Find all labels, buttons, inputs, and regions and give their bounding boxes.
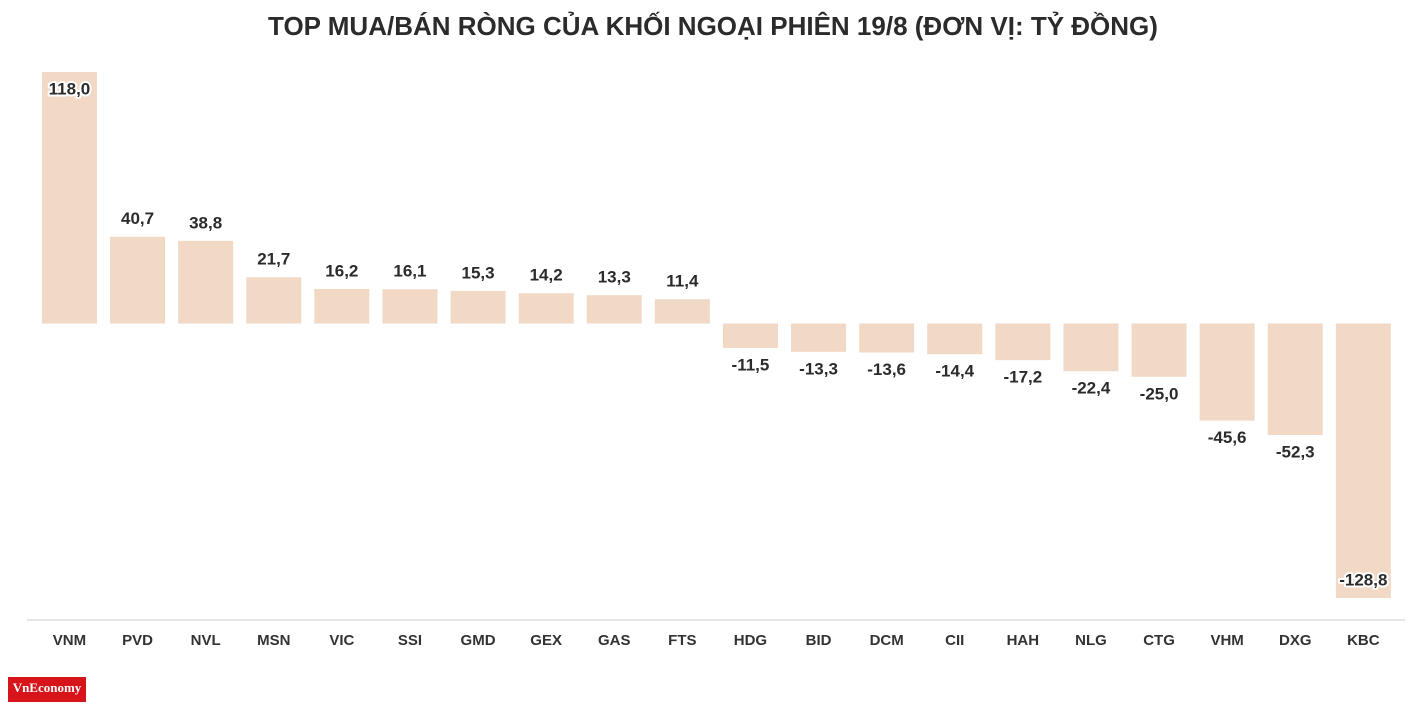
x-tick-label: NLG [1075,632,1107,649]
value-label: -52,3 [1276,442,1315,461]
value-label: -17,2 [1003,368,1042,387]
value-label: 15,3 [462,263,495,282]
chart-title: TOP MUA/BÁN RÒNG CỦA KHỐI NGOẠI PHIÊN 19… [268,10,1158,41]
value-label: -128,8 [1339,570,1387,589]
logo: VnEconomy [13,680,82,695]
value-label: 16,1 [393,262,426,281]
bar [1063,323,1119,372]
bar [178,240,234,324]
bar [450,290,506,324]
bar [654,299,710,324]
value-label: -11,5 [732,355,770,374]
value-label: -25,0 [1140,384,1179,403]
bar [314,288,370,324]
bar [382,289,438,324]
bar [722,323,778,349]
bar [791,323,847,352]
value-label: -14,4 [935,362,974,381]
logo-box [8,677,86,702]
value-label: 11,4 [666,272,699,291]
x-tick-label: FTS [668,632,696,649]
bar [586,295,642,324]
bar [1131,323,1187,377]
bar [246,277,302,324]
x-tick-label: GMD [461,632,496,649]
x-tick-label: HAH [1007,632,1040,649]
x-tick-label: DXG [1279,632,1312,649]
value-label: -13,3 [799,359,838,378]
x-tick-label: BID [806,632,832,649]
x-tick-label: DCM [870,632,904,649]
bar [110,236,166,324]
bar [927,323,983,355]
x-tick-label: KBC [1347,632,1380,649]
value-label: 38,8 [189,213,222,232]
x-tick-label: PVD [122,632,153,649]
bar [518,293,574,324]
bar [1267,323,1323,435]
x-tick-label: HDG [734,632,767,649]
bar [41,72,97,324]
value-label: 40,7 [121,209,154,228]
bar [859,323,915,353]
value-label: 14,2 [530,266,563,285]
x-tick-label: GAS [598,632,631,649]
bar [995,323,1051,361]
x-tick-label: NVL [191,632,221,649]
value-label: 21,7 [257,250,290,269]
bar [1199,323,1255,421]
x-tick-label: VNM [53,632,86,649]
bar [1335,323,1391,598]
x-tick-label: CTG [1143,632,1175,649]
x-tick-label: GEX [530,632,562,649]
value-label: -45,6 [1208,428,1247,447]
value-label: 16,2 [325,261,358,280]
x-tick-label: MSN [257,632,290,649]
value-label: 118,0 [49,79,91,98]
value-label: -13,6 [867,360,906,379]
value-label: 13,3 [598,268,631,287]
value-label: -22,4 [1072,379,1111,398]
x-tick-label: CII [945,632,964,649]
x-tick-label: VHM [1210,632,1243,649]
x-tick-label: SSI [398,632,422,649]
x-tick-label: VIC [329,632,354,649]
